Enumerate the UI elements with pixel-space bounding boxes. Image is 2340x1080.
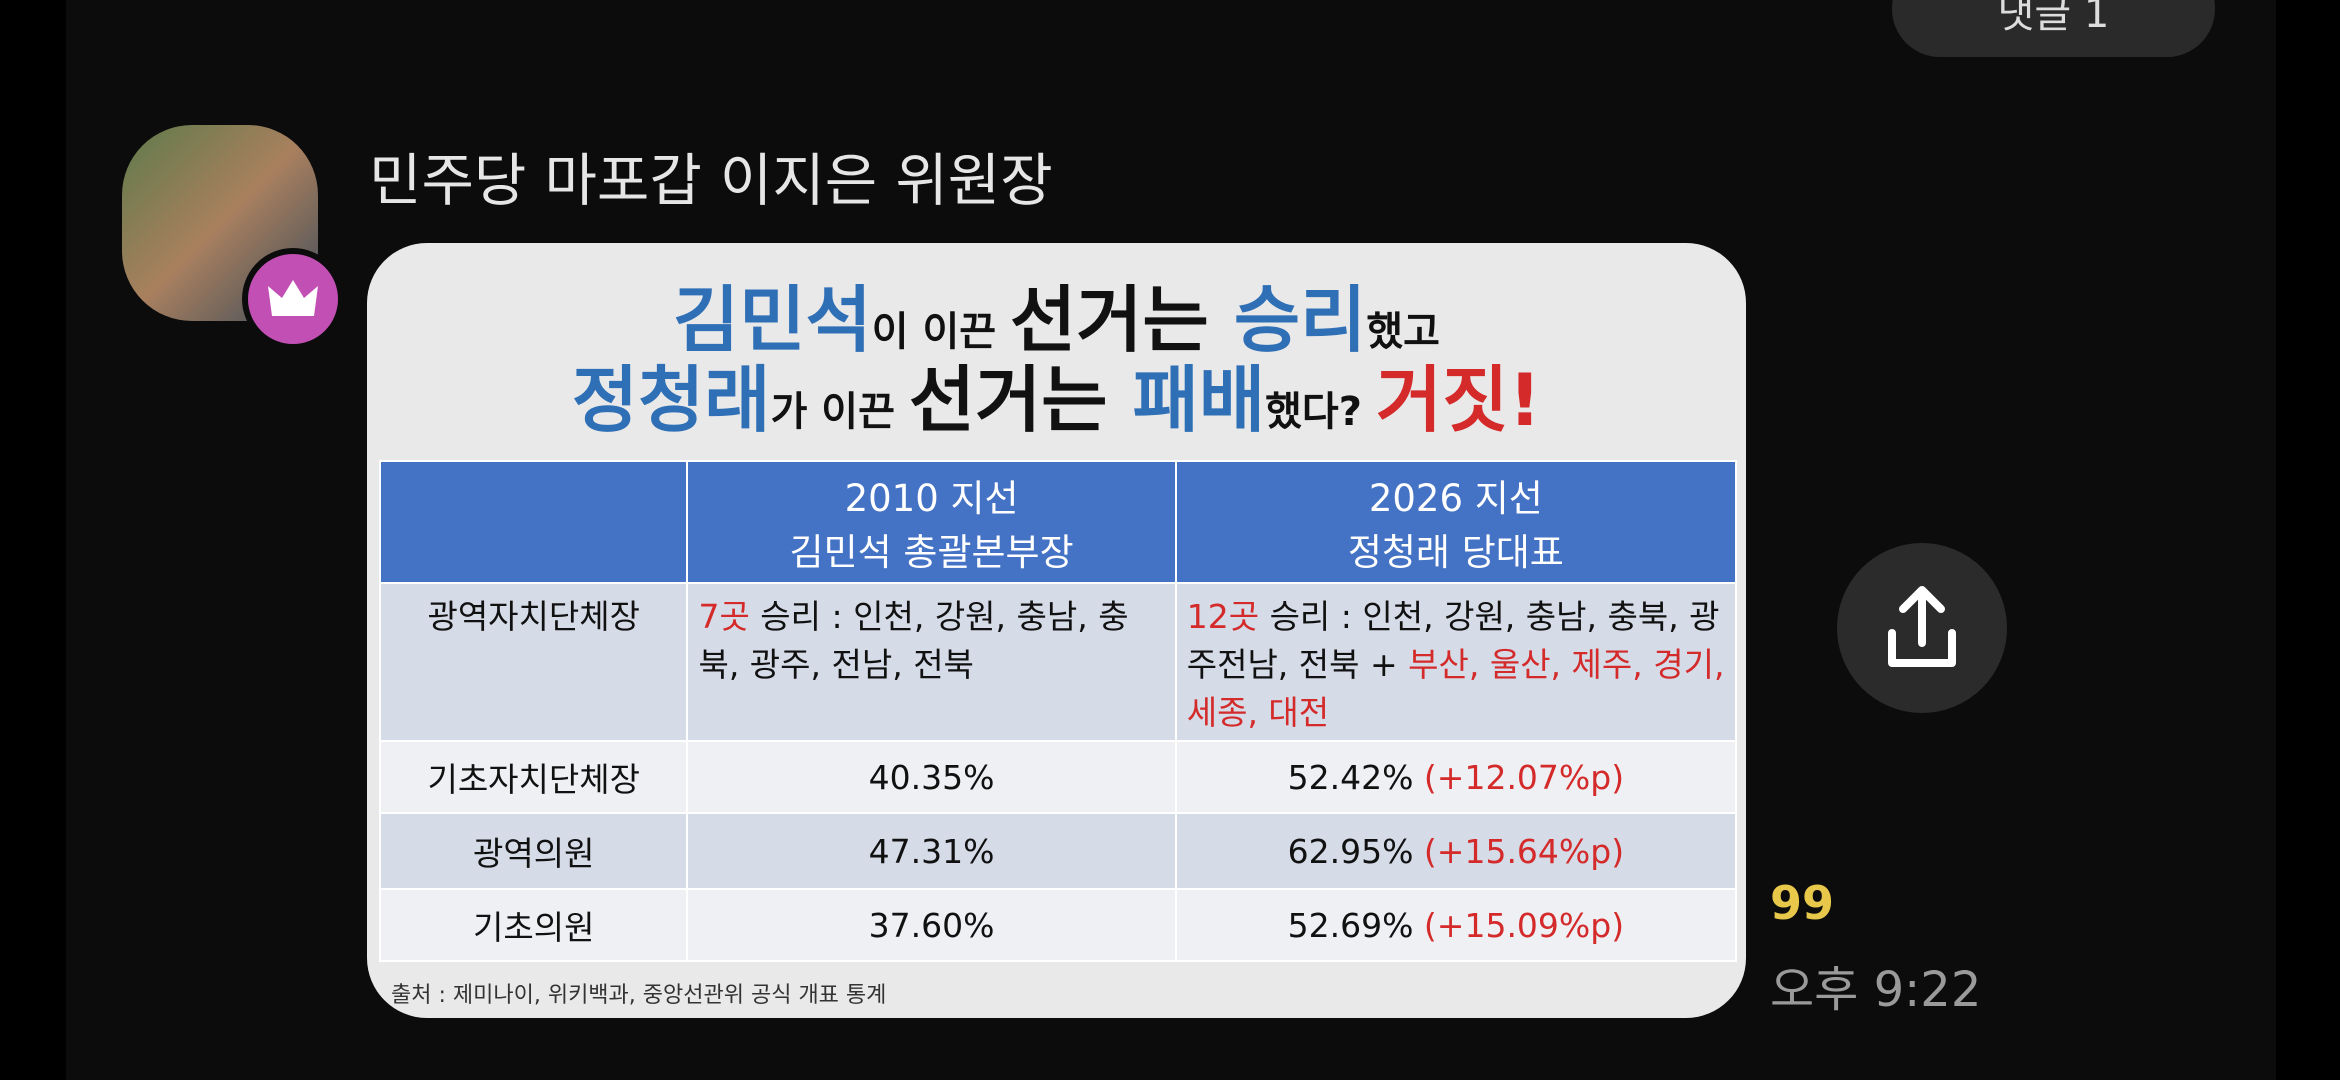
cell-text: 7곳 xyxy=(698,597,750,636)
headline-text: 패배 xyxy=(1132,358,1266,442)
row-label: 기초의원 xyxy=(378,888,689,962)
headline-text: 했다? xyxy=(1265,389,1376,435)
source-note: 출처 : 제미나이, 위키백과, 중앙선관위 공식 개표 통계 xyxy=(391,983,887,1008)
cell-text: (+12.07%p) xyxy=(1423,757,1625,797)
cell-text: 승리 : 인천, 강원, 충남, 충북, 광주, 전남, 전북 xyxy=(698,597,1129,684)
crown-icon xyxy=(268,280,318,316)
headline-line: 김민석이 이끈 선거는 승리했고 xyxy=(367,261,1746,366)
table-cell: 47.31% xyxy=(686,812,1177,890)
cell-text: 52.42% xyxy=(1287,757,1424,797)
table-row: 기초의원 37.60% 52.69% (+15.09%p) xyxy=(378,888,1738,962)
cell-text: (+15.64%p) xyxy=(1423,831,1625,871)
sender-name: 민주당 마포갑 이지은 위원장 xyxy=(369,148,1053,214)
cell-text: 승리 : 인천, 강원, 충남, 충북, 광주전남, 전북 + xyxy=(1186,597,1720,684)
cell-text: (+15.09%p) xyxy=(1423,905,1625,945)
header-cell: 2010 지선 김민석 총괄본부장 xyxy=(686,460,1177,584)
row-label: 광역자치단체장 xyxy=(378,582,689,742)
share-icon xyxy=(1888,586,1956,667)
unread-count: 99 xyxy=(1770,876,1835,930)
comment-button[interactable]: 댓글 1 xyxy=(1892,0,2215,57)
headline-text: 정청래 xyxy=(571,358,771,442)
headline-text: 이 이끈 xyxy=(871,309,1011,355)
row-label: 기초자치단체장 xyxy=(378,740,689,814)
header-cell xyxy=(378,460,689,584)
row-label: 광역의원 xyxy=(378,812,689,890)
timestamp: 오후 9:22 xyxy=(1770,962,1982,1018)
crown-badge xyxy=(242,248,344,350)
comment-button-label: 댓글 1 xyxy=(1997,0,2110,37)
table-cell: 40.35% xyxy=(686,740,1177,814)
cell-text: 52.69% xyxy=(1287,905,1424,945)
cell-text: 부산, 울산, 제주, 경기, 세종, 대전 xyxy=(1186,645,1725,732)
table-cell: 37.60% xyxy=(686,888,1177,962)
table-row: 기초자치단체장 40.35% 52.42% (+12.07%p) xyxy=(378,740,1738,814)
headline-text: 선거는 xyxy=(1010,278,1234,362)
headline-text: 선거는 xyxy=(908,358,1133,442)
table-header: 2010 지선 김민석 총괄본부장 2026 지선 정청래 당대표 xyxy=(378,460,1738,584)
headline-text: 거짓! xyxy=(1375,358,1542,442)
header-cell: 2026 지선 정청래 당대표 xyxy=(1174,460,1738,584)
table-cell: 52.42% (+12.07%p) xyxy=(1174,740,1738,814)
headline-text: 김민석 xyxy=(673,278,872,362)
table-row: 광역의원 47.31% 62.95% (+15.64%p) xyxy=(378,812,1738,890)
share-button[interactable] xyxy=(1837,543,2007,713)
headline-text: 했고 xyxy=(1366,309,1440,355)
table-cell: 12곳 승리 : 인천, 강원, 충남, 충북, 광주전남, 전북 + 부산, … xyxy=(1174,582,1738,742)
cell-text: 12곳 xyxy=(1186,597,1260,636)
table-cell: 52.69% (+15.09%p) xyxy=(1174,888,1738,962)
table-cell: 62.95% (+15.64%p) xyxy=(1174,812,1738,890)
headline-line: 정청래가 이끈 선거는 패배했다? 거짓! xyxy=(367,341,1746,446)
headline-text: 승리 xyxy=(1233,278,1367,362)
table-row: 광역자치단체장 7곳 승리 : 인천, 강원, 충남, 충북, 광주, 전남, … xyxy=(378,582,1738,742)
comparison-table: 2010 지선 김민석 총괄본부장 2026 지선 정청래 당대표 광역자치단체… xyxy=(378,460,1738,962)
headline-text: 가 이끈 xyxy=(770,389,909,435)
table-cell: 7곳 승리 : 인천, 강원, 충남, 충북, 광주, 전남, 전북 xyxy=(686,582,1177,742)
cell-text: 62.95% xyxy=(1287,831,1424,871)
message-image[interactable]: 김민석이 이끈 선거는 승리했고 정청래가 이끈 선거는 패배했다? 거짓! 2… xyxy=(367,243,1746,1018)
